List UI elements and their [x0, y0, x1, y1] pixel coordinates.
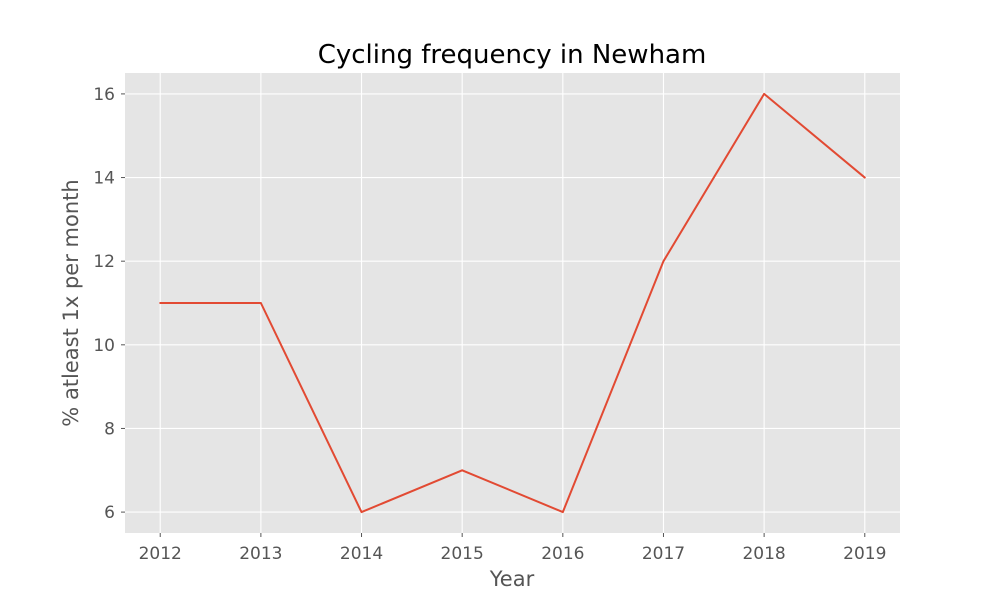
x-tick-label: 2015	[441, 544, 484, 564]
x-tick-label: 2016	[541, 544, 584, 564]
y-axis-label: % atleast 1x per month	[59, 179, 83, 426]
grid-lines	[125, 73, 900, 533]
x-tick-label: 2019	[843, 544, 886, 564]
x-axis-ticks: 2012 2013 2014 2015 2016 2017 2018 2019	[139, 533, 886, 564]
chart-title: Cycling frequency in Newham	[318, 40, 707, 70]
x-tick-label: 2018	[742, 544, 785, 564]
x-axis-label: Year	[489, 567, 535, 591]
x-tick-label: 2013	[239, 544, 282, 564]
y-tick-label: 10	[93, 336, 115, 356]
series-layer	[159, 92, 866, 514]
x-tick-label: 2017	[642, 544, 685, 564]
y-axis-ticks: 6 8 10 12 14 16	[93, 85, 125, 523]
y-tick-label: 12	[93, 252, 115, 272]
y-tick-label: 14	[93, 169, 115, 189]
y-tick-label: 6	[104, 503, 115, 523]
series-line	[159, 92, 866, 514]
y-tick-label: 8	[104, 419, 115, 439]
x-tick-label: 2014	[340, 544, 383, 564]
x-tick-label: 2012	[139, 544, 182, 564]
y-tick-label: 16	[93, 85, 115, 105]
